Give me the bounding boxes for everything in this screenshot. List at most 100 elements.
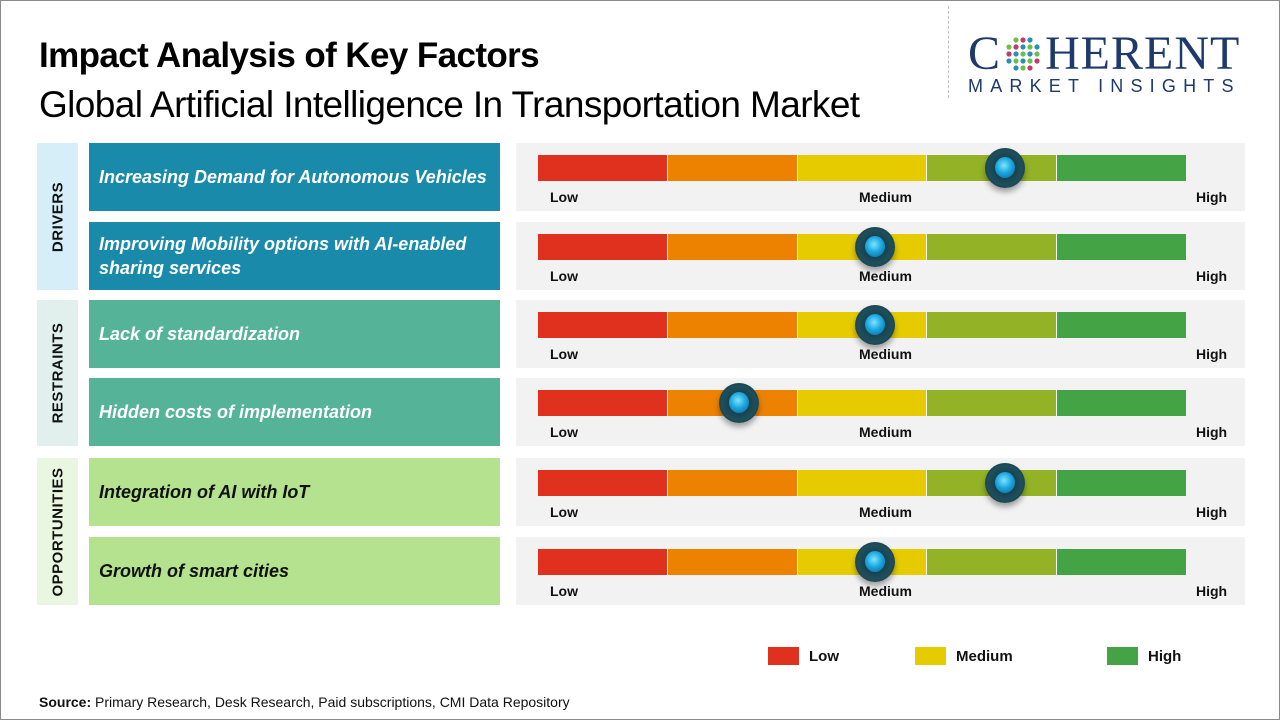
globe-dot bbox=[1027, 65, 1033, 71]
meter-segment bbox=[927, 549, 1058, 575]
category-label: OPPORTUNITIES bbox=[49, 466, 66, 597]
scale-label-high: High bbox=[1196, 424, 1228, 440]
scale-label-high: High bbox=[1196, 504, 1228, 520]
legend-label: Low bbox=[809, 647, 839, 665]
impact-indicator-knob bbox=[718, 383, 759, 423]
page-title: Impact Analysis of Key Factors bbox=[39, 36, 540, 75]
scale-label-high: High bbox=[1196, 583, 1228, 599]
meter-segment bbox=[538, 234, 668, 260]
meter-segment bbox=[1057, 470, 1186, 496]
scale-label-high: High bbox=[1196, 268, 1228, 284]
meter-segment bbox=[538, 312, 668, 338]
factor-box: Hidden costs of implementation bbox=[89, 378, 500, 446]
globe-dot bbox=[1034, 44, 1040, 50]
category-tab-opportunities: OPPORTUNITIES bbox=[37, 458, 78, 605]
meter-segment bbox=[1057, 312, 1186, 338]
globe-dot bbox=[1020, 44, 1026, 50]
legend-swatch bbox=[1107, 647, 1138, 665]
source-prefix: Source: bbox=[39, 694, 92, 710]
scale-label-medium: Medium bbox=[859, 189, 912, 205]
meter-segment bbox=[667, 470, 798, 496]
impact-meter: Low Medium High bbox=[516, 300, 1245, 368]
meter-segment bbox=[1057, 390, 1186, 416]
legend-swatch bbox=[768, 647, 799, 665]
category-tab-drivers: DRIVERS bbox=[37, 143, 78, 290]
legend-label: High bbox=[1148, 647, 1182, 665]
source-note: Source: Primary Research, Desk Research,… bbox=[39, 694, 570, 710]
source-text: Primary Research, Desk Research, Paid su… bbox=[91, 694, 570, 710]
meter-track bbox=[538, 390, 1186, 416]
factor-box: Integration of AI with IoT bbox=[89, 458, 500, 526]
impact-indicator-knob bbox=[984, 463, 1025, 503]
globe-dot bbox=[1020, 51, 1026, 57]
category-label: RESTRAINTS bbox=[49, 322, 66, 424]
meter-segment bbox=[1057, 549, 1186, 575]
meter-segment bbox=[797, 470, 928, 496]
globe-dot bbox=[1013, 37, 1019, 43]
scale-label-high: High bbox=[1196, 189, 1228, 205]
legend-item-medium: Medium bbox=[915, 647, 1013, 665]
meter-segment bbox=[667, 155, 798, 181]
globe-dot bbox=[1013, 65, 1019, 71]
globe-dot bbox=[1027, 44, 1033, 50]
meter-segment bbox=[927, 312, 1058, 338]
meter-segment bbox=[1057, 234, 1186, 260]
meter-segment bbox=[927, 234, 1058, 260]
impact-indicator-knob bbox=[854, 305, 895, 345]
scale-label-medium: Medium bbox=[859, 268, 912, 284]
impact-indicator-knob bbox=[984, 148, 1025, 188]
category-label: DRIVERS bbox=[49, 181, 66, 252]
globe-dot bbox=[1027, 37, 1033, 43]
impact-meter: Low Medium High bbox=[516, 143, 1245, 211]
scale-label-medium: Medium bbox=[859, 346, 912, 362]
logo-text-c: C bbox=[968, 27, 1002, 80]
scale-label-low: Low bbox=[550, 189, 578, 205]
impact-indicator-knob bbox=[854, 227, 895, 267]
impact-meter: Low Medium High bbox=[516, 222, 1245, 290]
globe-dot bbox=[1020, 58, 1026, 64]
scale-label-low: Low bbox=[550, 268, 578, 284]
scale-label-medium: Medium bbox=[859, 583, 912, 599]
page-subtitle: Global Artificial Intelligence In Transp… bbox=[39, 84, 860, 125]
impact-indicator-knob bbox=[854, 542, 895, 582]
scale-label-medium: Medium bbox=[859, 424, 912, 440]
factor-box: Growth of smart cities bbox=[89, 537, 500, 605]
meter-segment bbox=[538, 470, 668, 496]
meter-track bbox=[538, 470, 1186, 496]
globe-dot bbox=[1020, 37, 1026, 43]
globe-dot bbox=[1034, 51, 1040, 57]
impact-meter: Low Medium High bbox=[516, 378, 1245, 446]
meter-segment bbox=[538, 155, 668, 181]
category-tab-restraints: RESTRAINTS bbox=[37, 300, 78, 446]
meter-segment bbox=[927, 390, 1058, 416]
globe-dot bbox=[1027, 58, 1033, 64]
factor-box: Increasing Demand for Autonomous Vehicle… bbox=[89, 143, 500, 211]
logo-text-herent: HERENT bbox=[1045, 27, 1241, 80]
scale-label-high: High bbox=[1196, 346, 1228, 362]
coherent-logo: C HERENT MARKET INSIGHTS bbox=[968, 30, 1260, 100]
meter-segment bbox=[667, 234, 798, 260]
meter-segment bbox=[797, 155, 928, 181]
globe-dot bbox=[1006, 58, 1012, 64]
globe-dot bbox=[1013, 44, 1019, 50]
globe-dots-icon bbox=[1006, 37, 1040, 71]
globe-dot bbox=[1020, 65, 1026, 71]
globe-dot bbox=[1013, 58, 1019, 64]
meter-track bbox=[538, 155, 1186, 181]
meter-segment bbox=[538, 549, 668, 575]
scale-label-medium: Medium bbox=[859, 504, 912, 520]
meter-segment bbox=[797, 390, 928, 416]
factor-box: Improving Mobility options with AI-enabl… bbox=[89, 222, 500, 290]
legend-item-low: Low bbox=[768, 647, 839, 665]
legend-swatch bbox=[915, 647, 946, 665]
logo-tagline: MARKET INSIGHTS bbox=[968, 76, 1241, 96]
globe-dot bbox=[1006, 51, 1012, 57]
meter-segment bbox=[1057, 155, 1186, 181]
meter-segment bbox=[667, 549, 798, 575]
legend-label: Medium bbox=[956, 647, 1013, 665]
scale-label-low: Low bbox=[550, 583, 578, 599]
divider bbox=[948, 6, 949, 98]
scale-label-low: Low bbox=[550, 504, 578, 520]
scale-label-low: Low bbox=[550, 424, 578, 440]
meter-track bbox=[538, 234, 1186, 260]
